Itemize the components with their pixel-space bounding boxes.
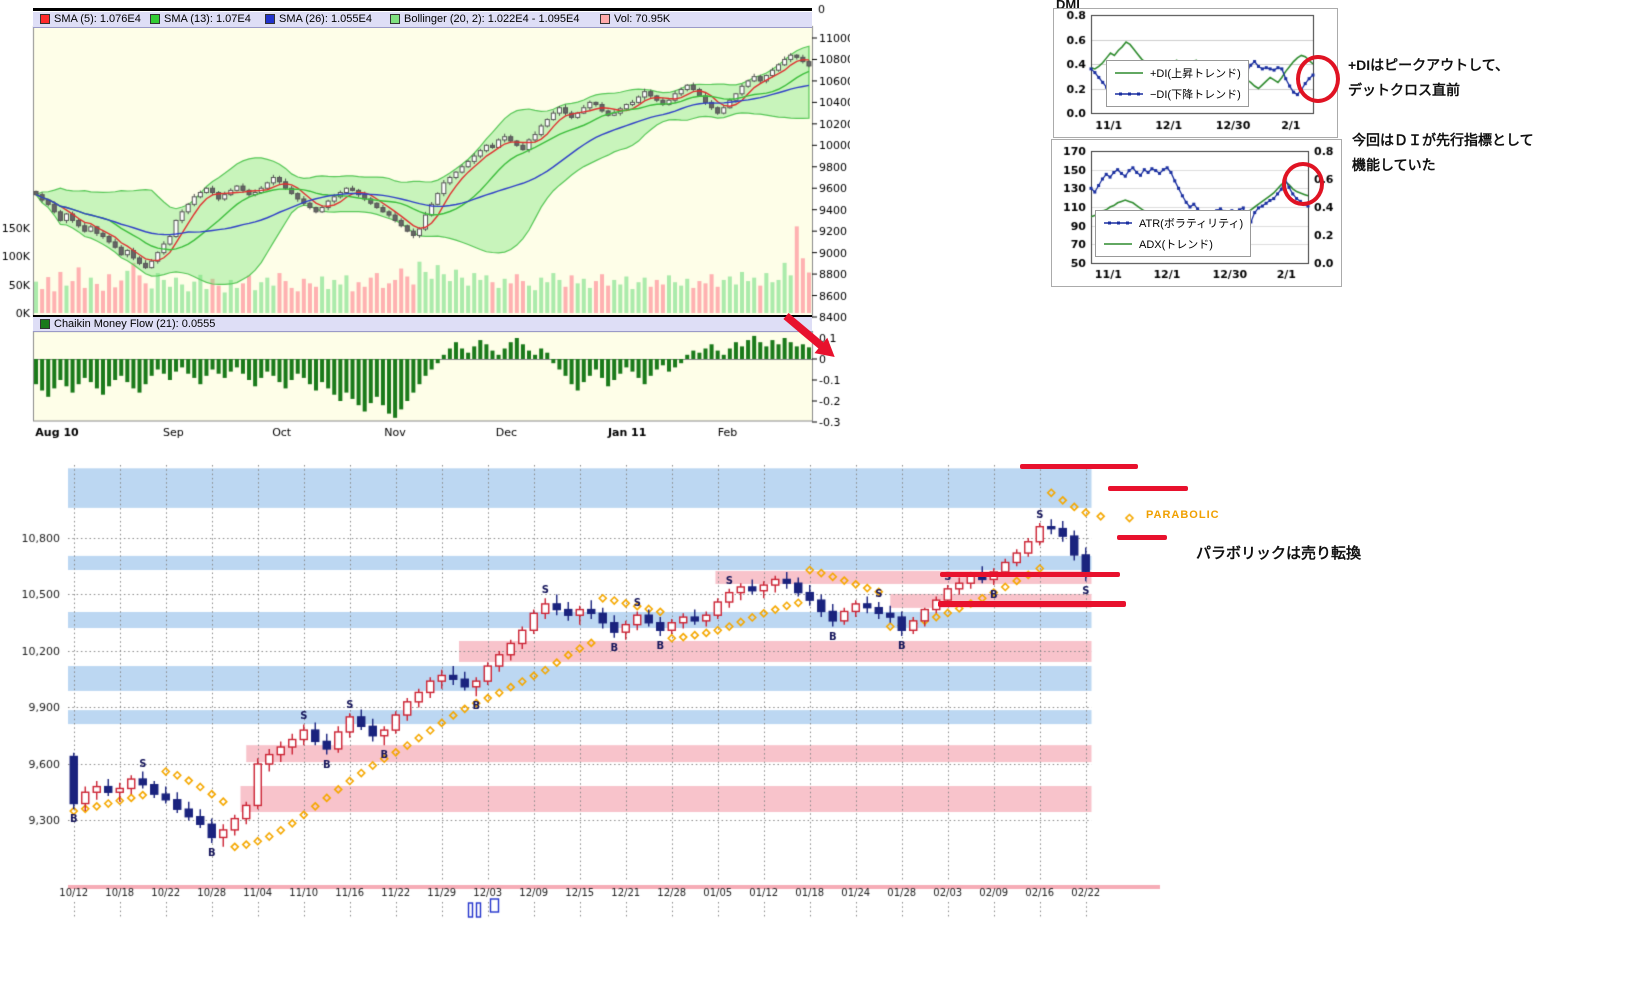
di-minus-legend-row: −DI(下降トレンド) [1114, 86, 1241, 102]
pane-separator-top [33, 8, 812, 11]
atr-line-swatch [1104, 221, 1132, 225]
note-di-leading-indicator: 今回はＤＩが先行指標として 機能していた [1352, 128, 1534, 178]
legend-item: SMA (26): 1.055E4 [265, 13, 372, 25]
legend-item: Bollinger (20, 2): 1.022E4 - 1.095E4 [390, 13, 580, 25]
atr-legend-row: ATR(ボラティリティ) [1103, 215, 1243, 231]
legend-swatch [600, 14, 610, 24]
main-chart-legend: SMA (5): 1.076E4 SMA (13): 1.07E4 SMA (26)… [33, 12, 812, 28]
legend-label: SMA (13): 1.07E4 [164, 13, 251, 25]
note-di-leading-line1: 今回はＤＩが先行指標として [1352, 132, 1534, 148]
adx-legend-label: ADX(トレンド) [1139, 239, 1213, 251]
cmf-legend: Chaikin Money Flow (21): 0.0555 [33, 317, 812, 332]
resistance-line-annotation [938, 601, 1126, 607]
atr-adx-legend: ATR(ボラティリティ) ADX(トレンド) [1095, 210, 1252, 257]
note-dmi-deadcross: +DIはピークアウトして、 デットクロス直前 [1348, 53, 1509, 103]
cmf-legend-swatch [40, 319, 50, 329]
main-price-chart-canvas [0, 0, 850, 445]
note-dmi-deadcross-line2: デットクロス直前 [1348, 82, 1460, 98]
resistance-line-annotation [940, 572, 1120, 577]
note-di-leading-line2: 機能していた [1352, 157, 1436, 173]
bottom-chart-canvas [0, 455, 1180, 925]
resistance-line-annotation [1117, 535, 1167, 540]
legend-item: SMA (13): 1.07E4 [150, 13, 251, 25]
legend-label: SMA (26): 1.055E4 [279, 13, 372, 25]
legend-swatch [150, 14, 160, 24]
main-chart-panel: SMA (5): 1.076E4 SMA (13): 1.07E4 SMA (26)… [0, 0, 850, 445]
adx-line-swatch [1104, 243, 1132, 245]
dmi-legend: +DI(上昇トレンド) −DI(下降トレンド) [1106, 60, 1249, 107]
parabolic-sell-note: パラボリックは売り転換 [1196, 545, 1362, 562]
note-dmi-deadcross-line1: +DIはピークアウトして、 [1348, 57, 1510, 73]
legend-item: Vol: 70.95K [600, 13, 670, 25]
legend-swatch [390, 14, 400, 24]
resistance-line-annotation [1108, 486, 1188, 491]
red-circle-annotation-dmi [1296, 55, 1340, 103]
di-plus-legend-row: +DI(上昇トレンド) [1114, 65, 1241, 81]
resistance-line-annotation [1020, 464, 1138, 469]
di-minus-line-swatch [1115, 92, 1143, 96]
cmf-legend-label: Chaikin Money Flow (21): 0.0555 [54, 318, 216, 330]
di-minus-legend-label: −DI(下降トレンド) [1150, 89, 1241, 101]
di-plus-legend-label: +DI(上昇トレンド) [1150, 68, 1241, 80]
red-arrow-annotation [783, 312, 835, 357]
legend-item: SMA (5): 1.076E4 [40, 13, 141, 25]
bottom-chart-panel [0, 455, 1180, 925]
legend-label: Bollinger (20, 2): 1.022E4 - 1.095E4 [404, 13, 580, 25]
legend-swatch [40, 14, 50, 24]
parabolic-label: PARABOLIC [1146, 509, 1220, 521]
pane-separator-cmf [33, 315, 812, 317]
legend-label: Vol: 70.95K [614, 13, 671, 25]
legend-swatch [265, 14, 275, 24]
atr-legend-label: ATR(ボラティリティ) [1139, 218, 1244, 230]
red-circle-annotation-adx [1282, 162, 1324, 206]
adx-legend-row: ADX(トレンド) [1103, 236, 1243, 252]
legend-label: SMA (5): 1.076E4 [54, 13, 141, 25]
di-plus-line-swatch [1115, 72, 1143, 74]
